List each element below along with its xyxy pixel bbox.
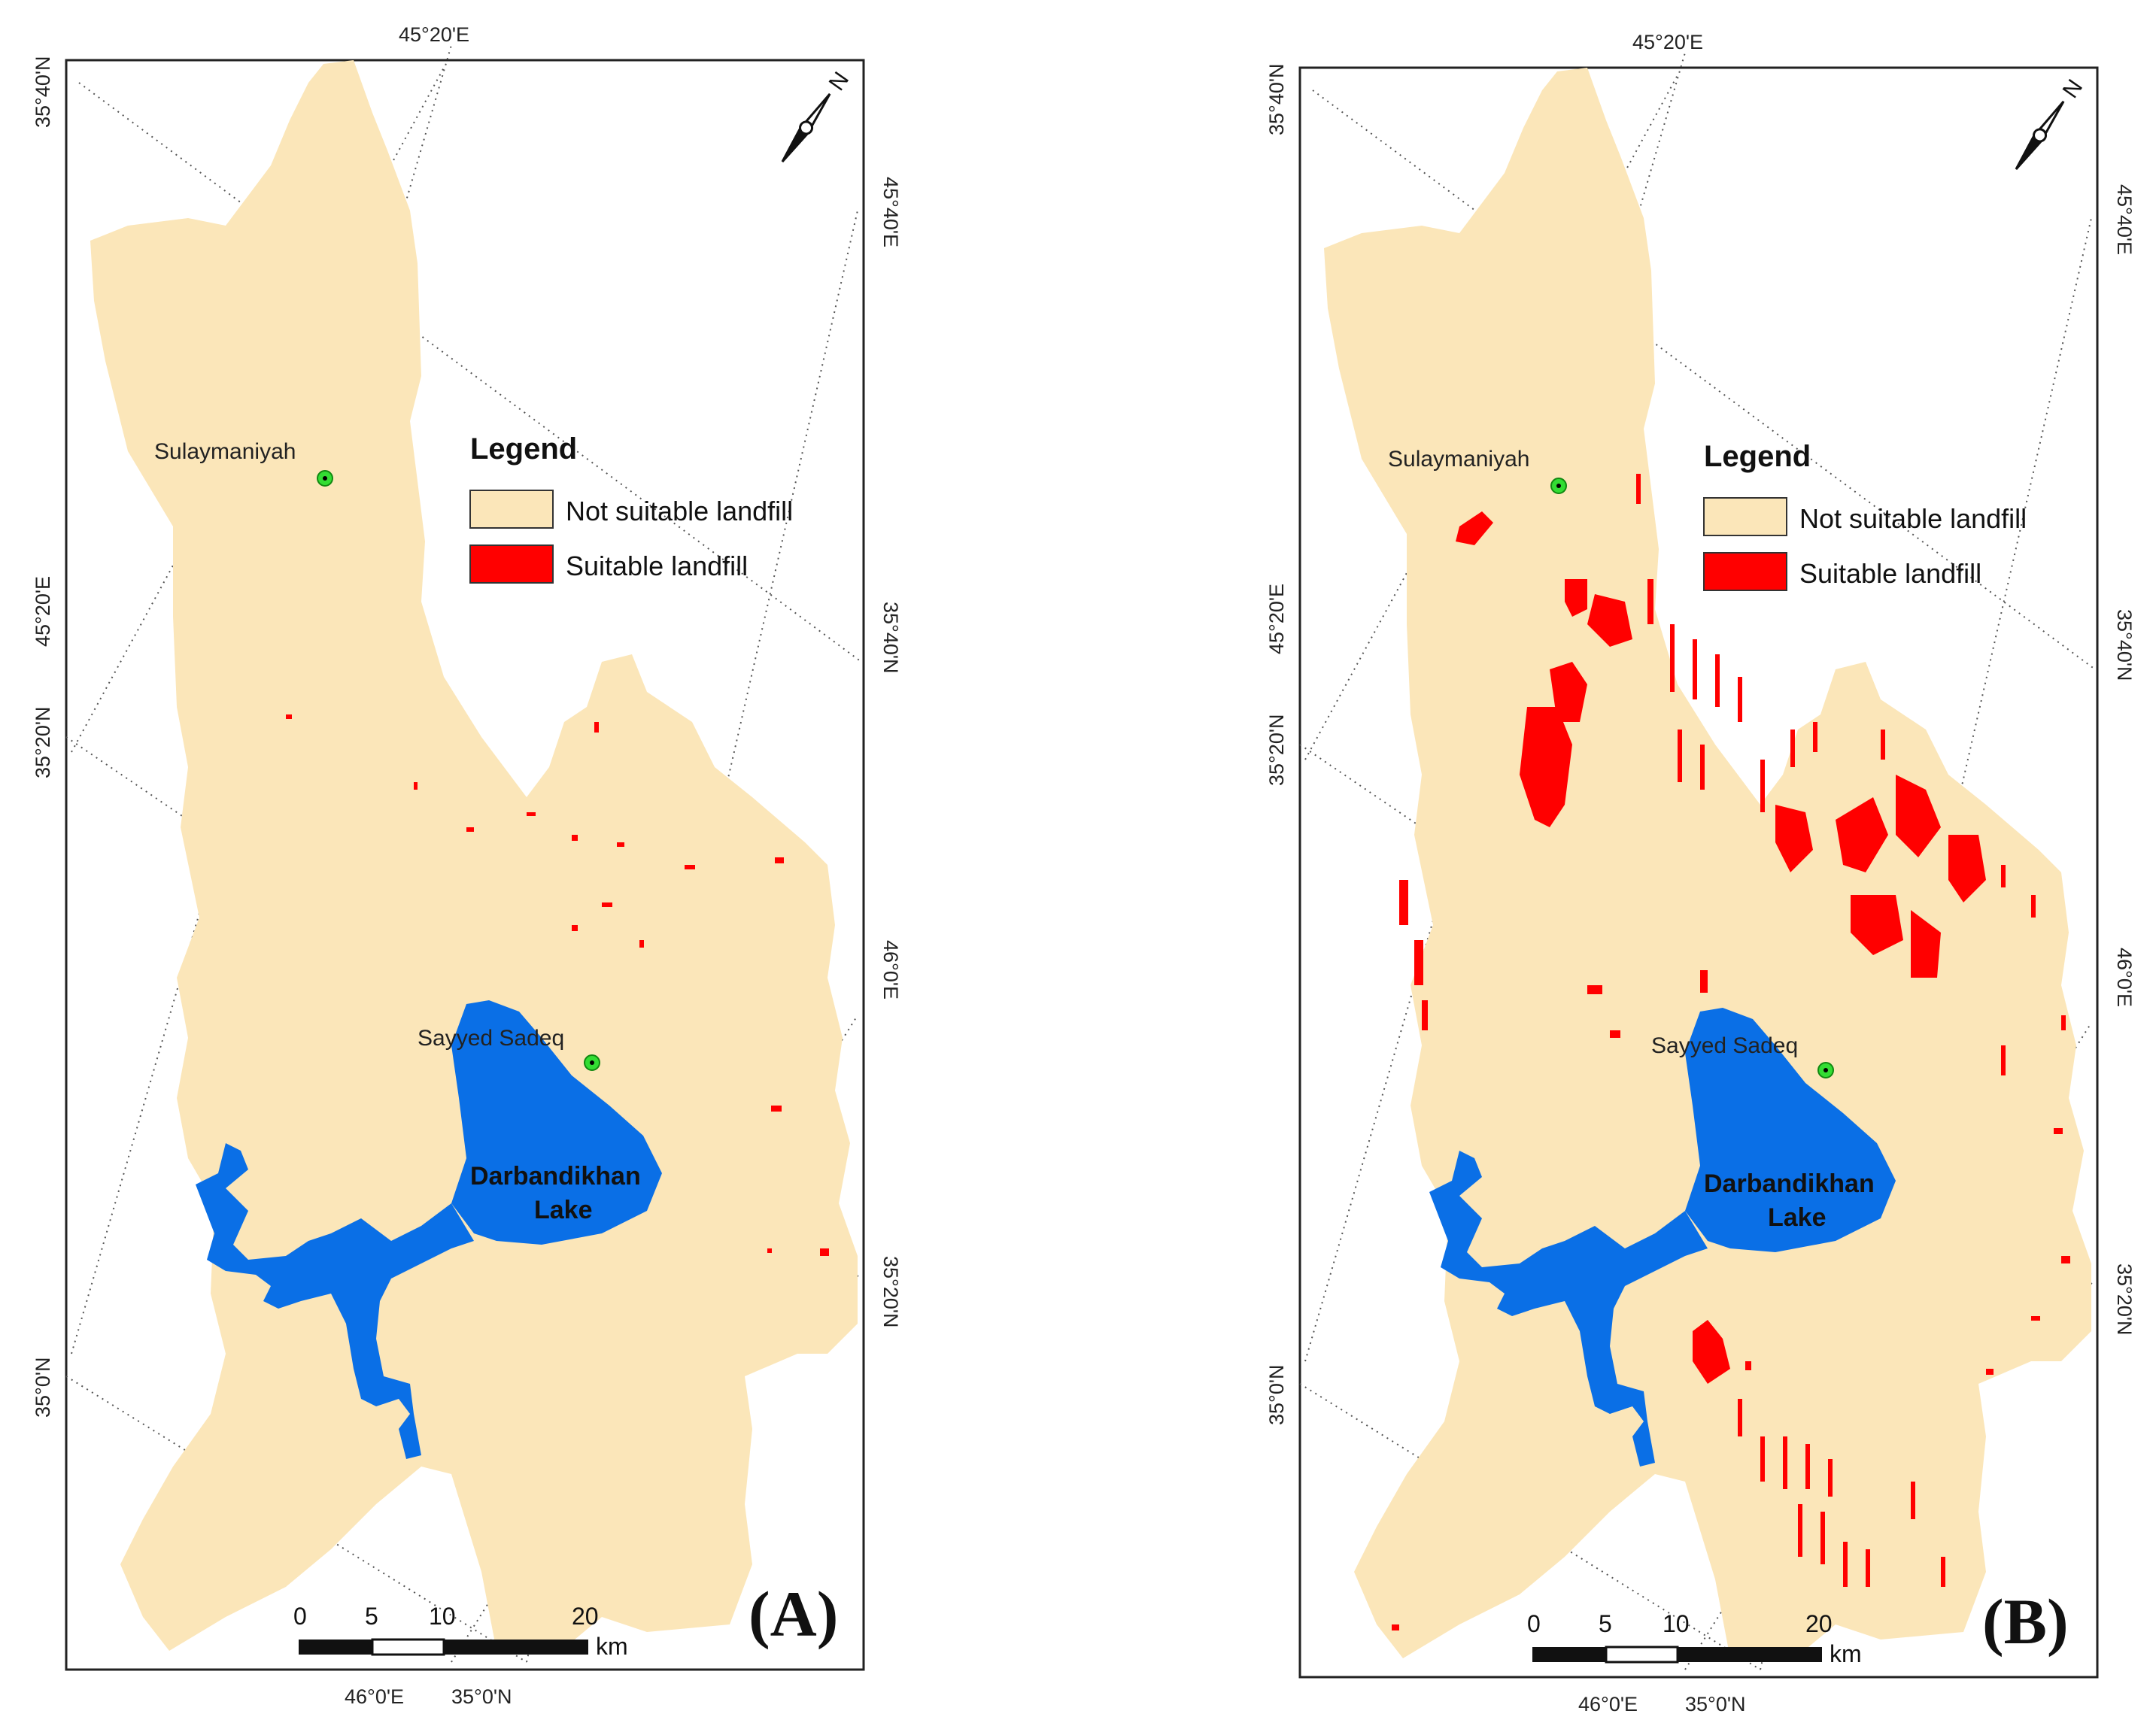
scale-tick-0: 0 [293,1603,307,1630]
scale-tick-5: 5 [365,1603,378,1630]
lake-label-line2: Lake [534,1196,593,1224]
scale-bar: 0 5 10 20 km [1527,1610,1862,1667]
right-coord: 45°40'E [879,177,902,247]
left-coord: 45°20'E [32,576,54,647]
legend-swatch-suitable [1703,552,1787,591]
bottom-coord: 46°0'E [345,1685,404,1708]
bottom-coord: 35°0'N [1685,1693,1746,1715]
lake-label-line2: Lake [1768,1203,1827,1232]
left-coord: 45°20'E [1265,584,1288,654]
scale-bar: 0 5 10 20 km [293,1603,628,1660]
legend-swatch-not-suitable [1703,497,1787,536]
coordinate-labels: 45°20'E 35°40'N 45°20'E 35°20'N 35°0'N 4… [32,23,902,1708]
city-label: Sulaymaniyah [154,439,296,464]
right-coord: 46°0'E [2113,948,2136,1007]
legend-label-not-suitable: Not suitable landfill [566,496,793,526]
right-coord: 35°20'N [879,1256,902,1328]
city-label: Sayyed Sadeq [418,1026,564,1051]
scale-tick-10: 10 [429,1603,456,1630]
right-coord: 46°0'E [879,940,902,1000]
scale-unit: km [1830,1640,1862,1667]
panel-b: Sulaymaniyah Sayyed Sadeq Darbandikhan L… [1265,31,2136,1715]
legend-label-not-suitable: Not suitable landfill [1799,503,2027,534]
left-coord: 35°20'N [1265,714,1288,786]
left-coord: 35°40'N [32,56,54,128]
bottom-coord: 35°0'N [451,1685,512,1708]
panel-label: (A) [749,1578,838,1650]
top-coord: 45°20'E [1632,31,1703,53]
legend-title: Legend [1704,440,1811,473]
legend-swatch-not-suitable [469,490,554,529]
city-sayyed-sadeq: Sayyed Sadeq [418,1026,600,1071]
legend-title: Legend [470,432,577,466]
legend-label-suitable: Suitable landfill [1799,558,1981,589]
right-coord: 35°20'N [2113,1263,2136,1336]
legend: Legend Not suitable landfill Suitable la… [1703,440,2027,591]
left-coord: 35°0'N [32,1357,54,1418]
city-sulaymaniyah: Sulaymaniyah [154,439,333,487]
scale-tick-0: 0 [1527,1610,1541,1637]
suitable-patches [1392,474,2070,1630]
right-coord: 35°40'N [879,602,902,674]
panel-label: (B) [1982,1585,2069,1658]
scale-tick-5: 5 [1599,1610,1612,1637]
left-coord: 35°40'N [1265,63,1288,135]
legend-swatch-suitable [469,544,554,584]
coordinate-labels: 45°20'E 35°40'N 45°20'E 35°20'N 35°0'N 4… [1265,31,2136,1715]
right-coord: 35°40'N [2113,609,2136,681]
bottom-coord: 46°0'E [1578,1693,1638,1715]
suitable-patches [286,714,829,1256]
scale-tick-20: 20 [572,1603,599,1630]
lake-label-line1: Darbandikhan [470,1162,641,1191]
left-coord: 35°0'N [1265,1365,1288,1426]
lake-label-line1: Darbandikhan [1704,1169,1875,1198]
legend: Legend Not suitable landfill Suitable la… [469,432,793,584]
scale-unit: km [596,1633,628,1660]
top-coord: 45°20'E [399,23,469,46]
scale-tick-20: 20 [1805,1610,1833,1637]
north-arrow: N [781,68,854,163]
panel-a: Sulaymaniyah Sayyed Sadeq Darbandikhan L… [32,23,902,1708]
city-sayyed-sadeq: Sayyed Sadeq [1651,1033,1834,1078]
city-label: Sayyed Sadeq [1651,1033,1798,1058]
city-label: Sulaymaniyah [1388,447,1529,472]
right-coord: 45°40'E [2113,184,2136,255]
left-coord: 35°20'N [32,706,54,778]
city-sulaymaniyah: Sulaymaniyah [1388,447,1567,494]
legend-label-suitable: Suitable landfill [566,551,748,581]
scale-tick-10: 10 [1663,1610,1690,1637]
